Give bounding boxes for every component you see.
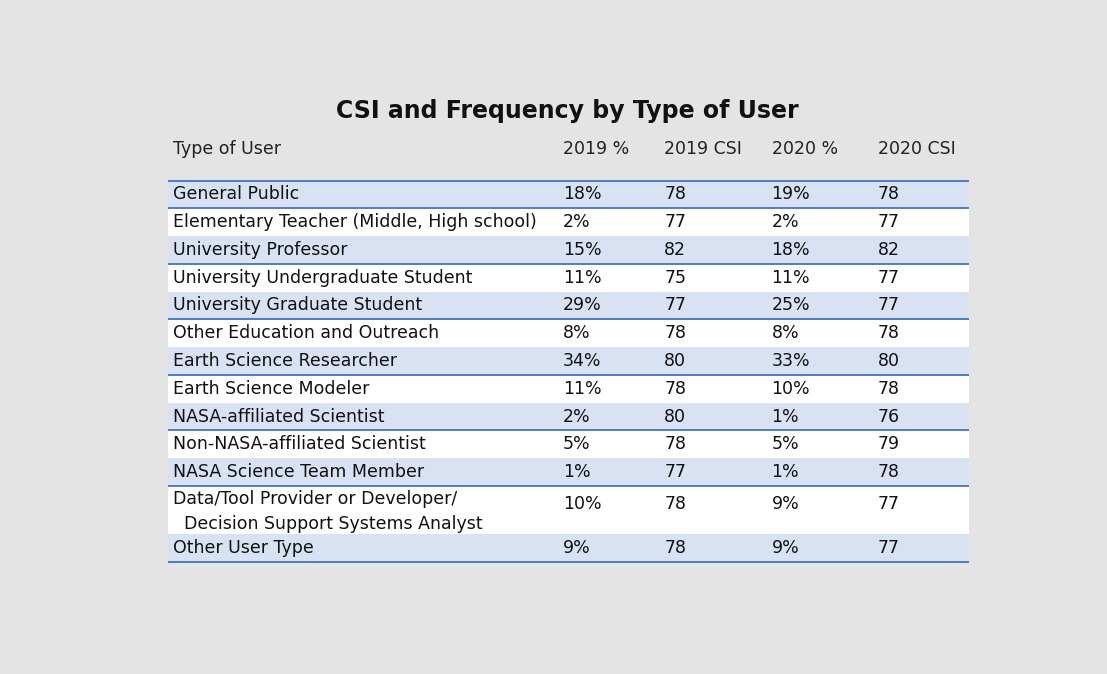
- Text: Type of User: Type of User: [173, 140, 281, 158]
- Text: 18%: 18%: [563, 185, 602, 204]
- Text: 78: 78: [664, 324, 686, 342]
- Text: 25%: 25%: [772, 297, 810, 315]
- Text: University Graduate Student: University Graduate Student: [173, 297, 422, 315]
- Text: General Public: General Public: [173, 185, 299, 204]
- Text: 2%: 2%: [563, 213, 591, 231]
- Text: 11%: 11%: [563, 379, 602, 398]
- Text: 33%: 33%: [772, 352, 810, 370]
- Text: 77: 77: [878, 269, 900, 286]
- Text: 77: 77: [878, 539, 900, 557]
- Text: 1%: 1%: [772, 408, 799, 425]
- Text: 77: 77: [664, 297, 686, 315]
- Bar: [168, 402, 969, 431]
- Text: 10%: 10%: [772, 379, 810, 398]
- Text: 76: 76: [878, 408, 900, 425]
- Text: 78: 78: [878, 324, 900, 342]
- Text: 2019 CSI: 2019 CSI: [664, 140, 742, 158]
- Text: 2%: 2%: [563, 408, 591, 425]
- Text: 80: 80: [664, 408, 686, 425]
- Text: Earth Science Modeler: Earth Science Modeler: [173, 379, 369, 398]
- Text: 2020 CSI: 2020 CSI: [878, 140, 955, 158]
- Text: 77: 77: [878, 495, 900, 514]
- Bar: [168, 534, 969, 562]
- Text: NASA Science Team Member: NASA Science Team Member: [173, 463, 424, 481]
- Text: 78: 78: [664, 435, 686, 454]
- Text: 11%: 11%: [772, 269, 810, 286]
- Text: 78: 78: [664, 539, 686, 557]
- Text: 1%: 1%: [563, 463, 591, 481]
- Text: 8%: 8%: [563, 324, 591, 342]
- Text: 77: 77: [664, 463, 686, 481]
- Text: 78: 78: [878, 463, 900, 481]
- Text: 5%: 5%: [563, 435, 591, 454]
- Text: 80: 80: [878, 352, 900, 370]
- Text: 80: 80: [664, 352, 686, 370]
- Text: 29%: 29%: [563, 297, 602, 315]
- Text: 15%: 15%: [563, 241, 602, 259]
- Text: 77: 77: [664, 213, 686, 231]
- Text: 11%: 11%: [563, 269, 602, 286]
- Text: 10%: 10%: [563, 495, 602, 514]
- Text: 2%: 2%: [772, 213, 799, 231]
- Text: 2020 %: 2020 %: [772, 140, 838, 158]
- Text: 78: 78: [664, 379, 686, 398]
- Text: 2019 %: 2019 %: [563, 140, 629, 158]
- Text: Other Education and Outreach: Other Education and Outreach: [173, 324, 438, 342]
- Text: 5%: 5%: [772, 435, 799, 454]
- Text: 78: 78: [878, 185, 900, 204]
- Bar: [168, 181, 969, 208]
- Text: CSI and Frequency by Type of User: CSI and Frequency by Type of User: [337, 99, 798, 123]
- Text: 8%: 8%: [772, 324, 799, 342]
- Bar: [168, 486, 969, 534]
- Bar: [168, 292, 969, 319]
- Text: Earth Science Researcher: Earth Science Researcher: [173, 352, 396, 370]
- Bar: [168, 347, 969, 375]
- Bar: [168, 264, 969, 292]
- Text: Elementary Teacher (Middle, High school): Elementary Teacher (Middle, High school): [173, 213, 537, 231]
- Text: 19%: 19%: [772, 185, 810, 204]
- Text: 77: 77: [878, 297, 900, 315]
- Bar: [168, 319, 969, 347]
- Text: 34%: 34%: [563, 352, 601, 370]
- Text: 9%: 9%: [563, 539, 591, 557]
- Text: 78: 78: [664, 495, 686, 514]
- Text: 75: 75: [664, 269, 686, 286]
- Text: 1%: 1%: [772, 463, 799, 481]
- Text: NASA-affiliated Scientist: NASA-affiliated Scientist: [173, 408, 384, 425]
- Text: 78: 78: [878, 379, 900, 398]
- Text: 18%: 18%: [772, 241, 810, 259]
- Text: 9%: 9%: [772, 495, 799, 514]
- Text: 79: 79: [878, 435, 900, 454]
- Text: University Professor: University Professor: [173, 241, 348, 259]
- Text: University Undergraduate Student: University Undergraduate Student: [173, 269, 472, 286]
- Bar: [168, 458, 969, 486]
- Text: Other User Type: Other User Type: [173, 539, 313, 557]
- Text: 77: 77: [878, 213, 900, 231]
- Text: 9%: 9%: [772, 539, 799, 557]
- Bar: [168, 375, 969, 402]
- Bar: [168, 431, 969, 458]
- Text: 82: 82: [878, 241, 900, 259]
- Text: 78: 78: [664, 185, 686, 204]
- Text: Non-NASA-affiliated Scientist: Non-NASA-affiliated Scientist: [173, 435, 425, 454]
- Text: 82: 82: [664, 241, 686, 259]
- Text: Data/Tool Provider or Developer/
  Decision Support Systems Analyst: Data/Tool Provider or Developer/ Decisio…: [173, 490, 483, 533]
- Bar: [168, 236, 969, 264]
- Bar: [168, 208, 969, 236]
